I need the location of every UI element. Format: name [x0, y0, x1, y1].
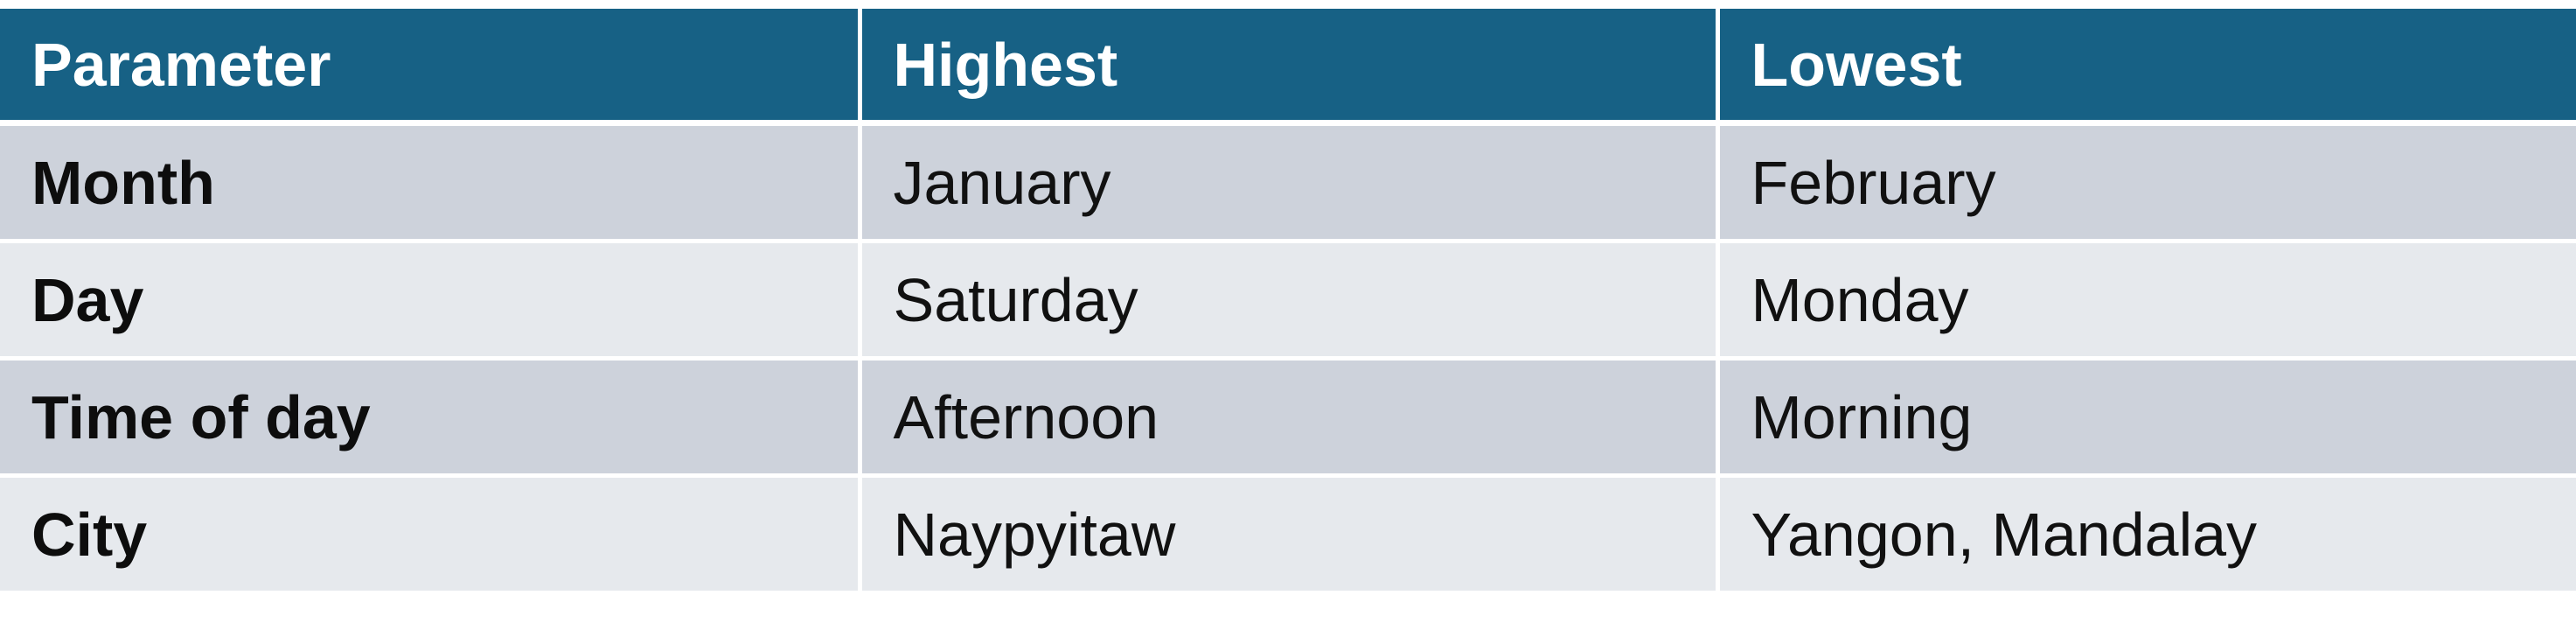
row-lowest: February — [1717, 122, 2576, 243]
table-header: Parameter Highest Lowest — [0, 9, 2576, 126]
header-lowest: Lowest — [1717, 9, 2576, 126]
row-lowest: Yangon, Mandalay — [1717, 475, 2576, 595]
parameter-table: Parameter Highest Lowest Month January F… — [0, 9, 2576, 595]
table-row: City Naypyitaw Yangon, Mandalay — [0, 475, 2576, 595]
table-body: Month January February Day Saturday Mond… — [0, 122, 2576, 595]
row-parameter: Time of day — [0, 358, 862, 478]
row-highest: Naypyitaw — [860, 475, 1720, 595]
row-parameter: Day — [0, 241, 862, 360]
data-table-container: Parameter Highest Lowest Month January F… — [0, 9, 2576, 595]
header-highest: Highest — [860, 9, 1720, 126]
header-row: Parameter Highest Lowest — [0, 9, 2576, 126]
row-highest: Saturday — [860, 241, 1720, 360]
table-row: Day Saturday Monday — [0, 241, 2576, 360]
header-parameter: Parameter — [0, 9, 862, 126]
row-parameter: City — [0, 475, 862, 595]
row-highest: Afternoon — [860, 358, 1720, 478]
row-parameter: Month — [0, 122, 862, 243]
row-lowest: Monday — [1717, 241, 2576, 360]
table-row: Time of day Afternoon Morning — [0, 358, 2576, 478]
row-lowest: Morning — [1717, 358, 2576, 478]
row-highest: January — [860, 122, 1720, 243]
table-row: Month January February — [0, 122, 2576, 243]
